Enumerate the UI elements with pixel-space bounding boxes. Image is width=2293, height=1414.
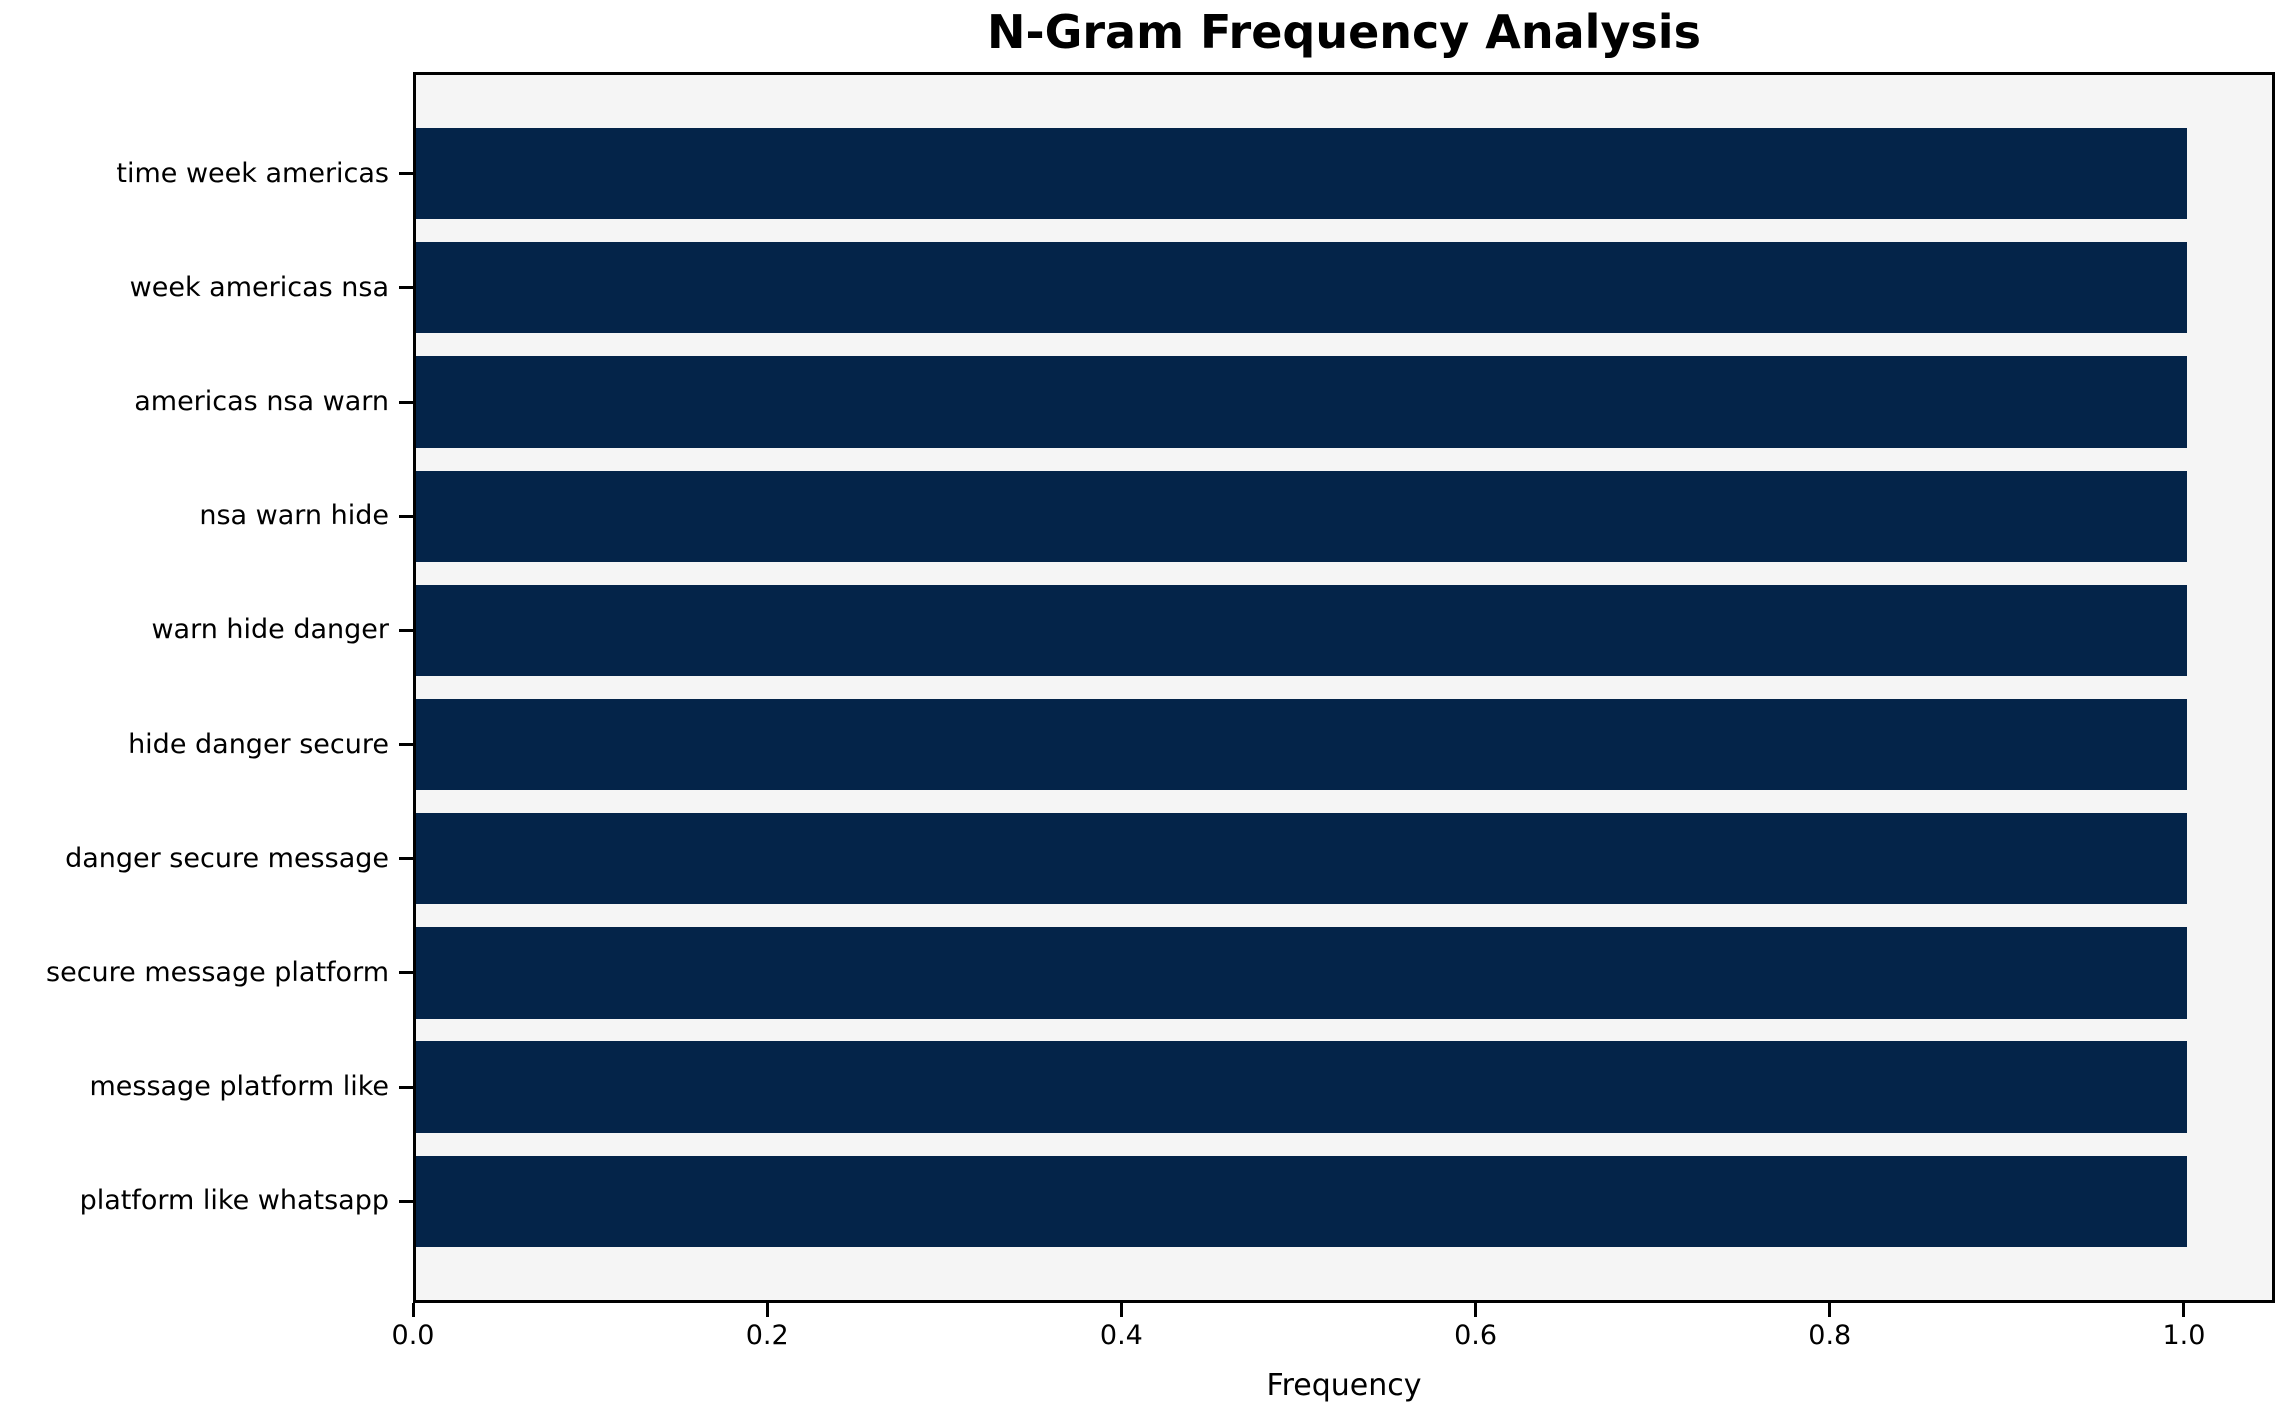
x-tick-mark (1119, 1303, 1123, 1317)
bar (416, 470, 2187, 562)
y-tick-label: week americas nsa (129, 271, 389, 303)
x-tick-mark (2182, 1303, 2186, 1317)
y-tick-label: time week americas (116, 157, 389, 189)
bar (416, 242, 2187, 334)
x-tick-label: 1.0 (2162, 1320, 2206, 1351)
bar (416, 127, 2187, 220)
y-tick-mark (399, 400, 413, 404)
bar (416, 584, 2187, 677)
y-tick-mark (399, 743, 413, 747)
y-tick-label: platform like whatsapp (79, 1185, 389, 1217)
bar (416, 1155, 2187, 1248)
bar (416, 1041, 2187, 1133)
chart-title: N-Gram Frequency Analysis (987, 5, 1701, 59)
y-tick-label: warn hide danger (151, 614, 389, 646)
x-tick-mark (765, 1303, 769, 1317)
y-tick-label: danger secure message (65, 842, 389, 874)
y-tick-mark (399, 628, 413, 632)
x-tick-label: 0.2 (745, 1320, 789, 1351)
x-tick-mark (1474, 1303, 1478, 1317)
y-tick-mark (399, 971, 413, 975)
x-axis-label: Frequency (1266, 1368, 1422, 1403)
plot-area (413, 72, 2275, 1303)
x-tick-mark (411, 1303, 415, 1317)
y-tick-label: message platform like (89, 1071, 389, 1103)
bar (416, 698, 2187, 791)
y-tick-mark (399, 172, 413, 176)
y-tick-label: secure message platform (46, 956, 389, 988)
y-tick-label: americas nsa warn (134, 386, 389, 418)
bar (416, 927, 2187, 1019)
y-tick-mark (399, 1199, 413, 1203)
x-tick-label: 0.6 (1454, 1320, 1498, 1351)
bar (416, 356, 2187, 448)
x-tick-label: 0.4 (1099, 1320, 1143, 1351)
x-tick-label: 0.8 (1808, 1320, 1852, 1351)
y-tick-mark (399, 514, 413, 518)
x-tick-label: 0.0 (391, 1320, 435, 1351)
y-tick-mark (399, 857, 413, 861)
y-tick-label: hide danger secure (128, 728, 389, 760)
y-tick-mark (399, 286, 413, 290)
y-tick-mark (399, 1085, 413, 1089)
x-tick-mark (1828, 1303, 1832, 1317)
y-tick-label: nsa warn hide (199, 500, 389, 532)
bar (416, 813, 2187, 905)
